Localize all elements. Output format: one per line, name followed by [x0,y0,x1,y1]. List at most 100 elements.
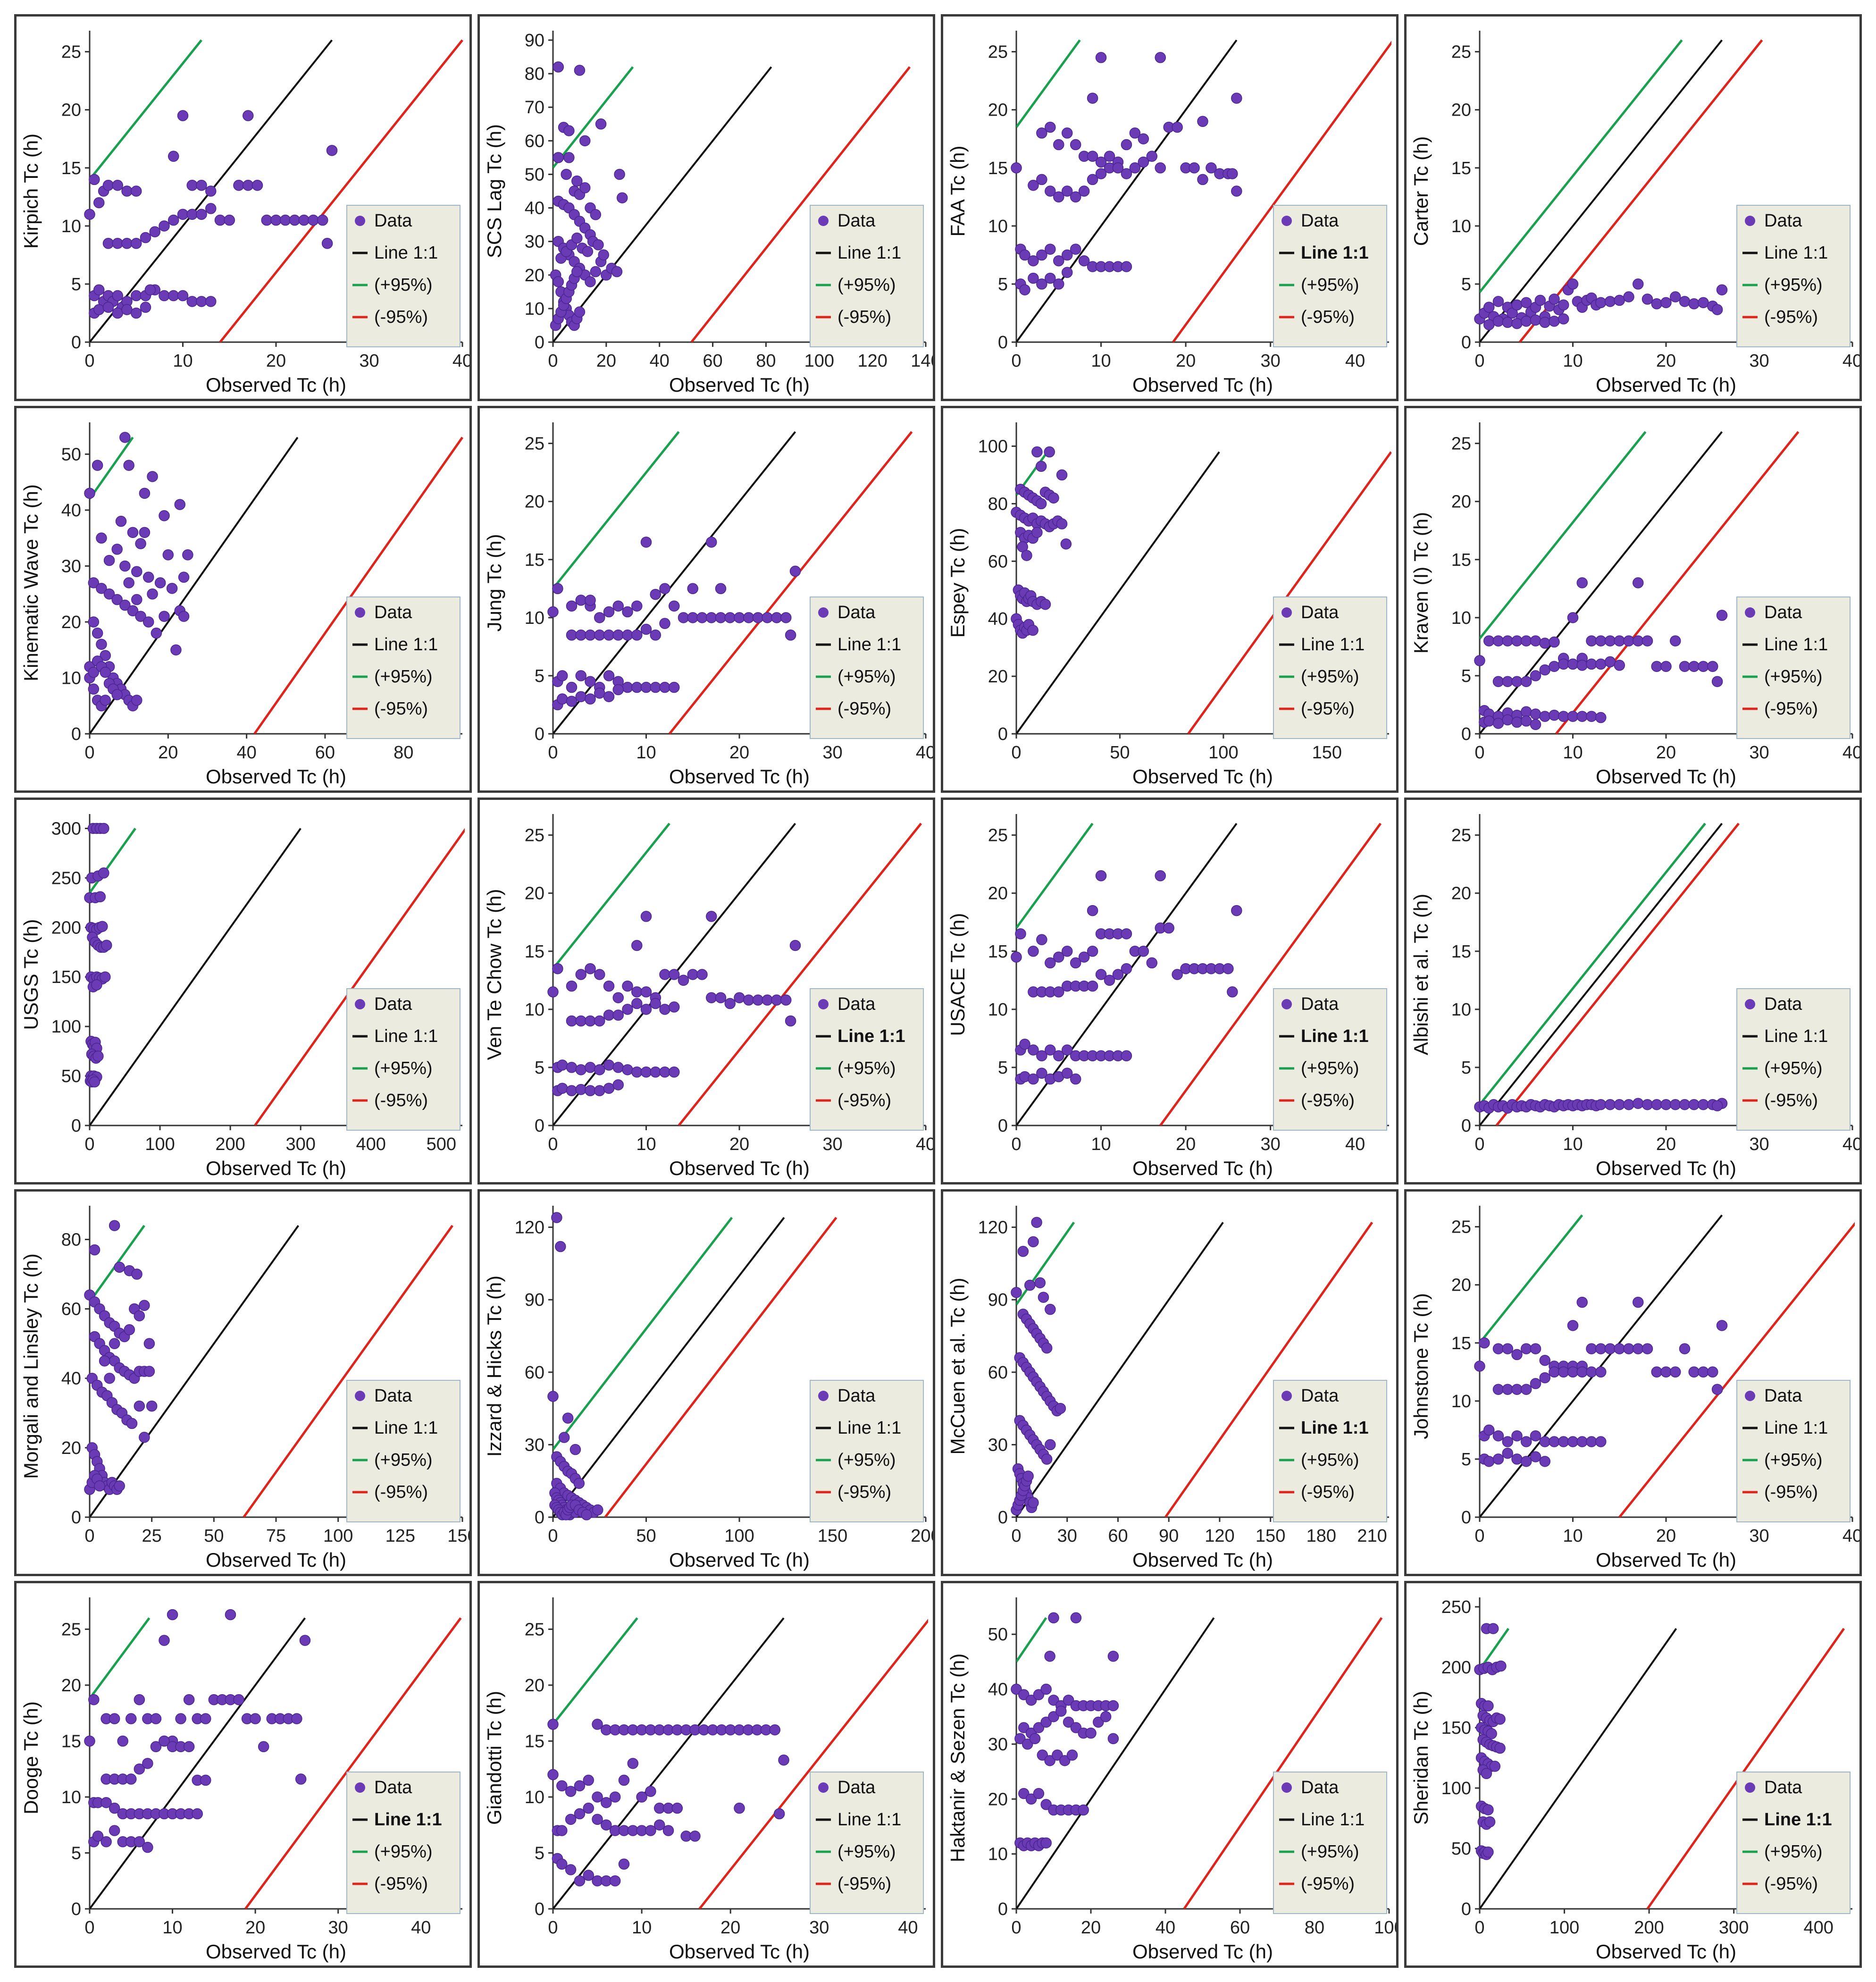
legend-label-line: Line 1:1 [1301,1026,1369,1046]
data-point [585,1085,596,1096]
y-axis-label: FAA Tc (h) [946,146,969,237]
scatter-panel-18: 0 10 20 30 40 0 5 10 15 20 25 Observed Tc (h) Giando… [477,1581,935,1968]
data-point [1623,635,1634,647]
x-tick-label: 20 [729,1134,749,1154]
x-tick-label: 140 [911,351,933,371]
data-point [126,1418,138,1429]
y-tick-label: 10 [1451,217,1471,236]
legend-box [810,205,924,347]
data-point [1034,1277,1046,1289]
x-tick-label: 30 [1749,1134,1769,1154]
x-tick-label: 10 [1563,743,1583,763]
line-plus95 [1016,39,1081,128]
data-point [1036,934,1047,945]
y-tick-label: 120 [515,1218,544,1238]
y-tick-label: 0 [1461,1508,1471,1528]
legend-label-line: Line 1:1 [1301,1418,1369,1438]
y-tick-label: 25 [525,434,544,454]
data-point [225,1609,236,1621]
y-tick-label: 10 [988,1000,1008,1020]
data-point [1539,1354,1550,1366]
data-point [1521,706,1532,717]
scatter-plot-svg: 0 20 40 60 80 100 120 140 0 10 20 30 40 50 60 70 80 90 Obs… [483,31,933,396]
data-point [1530,1378,1541,1389]
data-point [1534,294,1546,306]
data-point [1028,946,1039,957]
data-point [149,226,160,237]
data-point [1679,661,1691,672]
data-point [1586,1366,1597,1378]
y-tick-label: 40 [525,199,544,218]
x-axis-label: Observed Tc (h) [669,1940,810,1963]
data-point [771,612,782,623]
data-point [1061,127,1073,139]
data-point [594,1064,605,1075]
data-point [575,595,586,606]
x-axis-label: Observed Tc (h) [1132,1940,1273,1963]
x-tick-label: 30 [1260,351,1280,371]
data-point [1061,267,1073,278]
data-point [734,1802,745,1814]
y-tick-label: 5 [535,666,544,686]
legend: Data Line 1:1 (+95%) (-95%) [346,988,461,1131]
legend-label-plus95: (+95%) [374,667,433,687]
data-point [124,1324,135,1335]
line-1to1 [1016,1222,1224,1517]
data-point [1061,249,1073,261]
x-tick-label: 0 [84,743,94,763]
y-tick-label: 10 [525,1000,544,1020]
x-axis-label: Observed Tc (h) [1132,765,1273,788]
data-point [101,940,112,951]
data-point [687,969,698,980]
data-point [650,1067,661,1078]
data-point [1022,1738,1033,1750]
data-point [121,304,133,315]
y-tick-label: 60 [988,1363,1008,1383]
x-tick-label: 200 [911,1526,933,1546]
x-tick-label: 10 [636,1134,656,1154]
data-point [84,209,95,220]
data-point [159,611,170,622]
y-tick-label: 40 [61,501,81,521]
data-point [566,1015,578,1027]
data-point [205,296,217,307]
line-1to1 [1480,39,1723,342]
legend-dot-marker [818,1391,829,1401]
data-point [167,1609,178,1621]
data-point [1567,1320,1579,1331]
line-plus95 [553,66,634,168]
data-point [603,606,615,618]
data-point [566,630,578,641]
legend-label-data: Data [838,1386,876,1406]
data-point [159,1635,170,1646]
y-axis-label: SCS Lag Tc (h) [483,124,505,258]
data-point [186,209,198,220]
legend-label-line: Line 1:1 [374,635,438,655]
legend: Data Line 1:1 (+95%) (-95%) [1736,988,1851,1131]
x-tick-label: 60 [1108,1526,1128,1546]
data-point [563,125,575,136]
data-point [114,1261,125,1273]
data-point [601,1819,612,1831]
data-point [1022,1470,1034,1482]
data-point [112,307,123,319]
data-point [1039,598,1051,610]
data-point [1014,1733,1026,1745]
data-point [603,691,615,702]
data-point [89,174,100,185]
y-tick-label: 15 [988,159,1008,178]
data-point [233,1694,244,1705]
data-point [1061,1044,1073,1056]
data-point [100,971,111,983]
y-tick-label: 50 [525,165,544,185]
scatter-plot-svg: 0 20 40 60 80 100 0 10 20 30 40 50 Observed Tc (h) Ha… [946,1597,1396,1963]
data-point [1048,1612,1059,1624]
data-point [1576,1296,1588,1308]
data-point [1595,1343,1607,1354]
legend-box [810,988,924,1131]
legend: Data Line 1:1 (+95%) (-95%) [1273,596,1387,739]
data-point [762,994,773,1006]
legend-box [1273,1380,1387,1522]
data-point [98,823,109,834]
data-point [89,1244,100,1256]
